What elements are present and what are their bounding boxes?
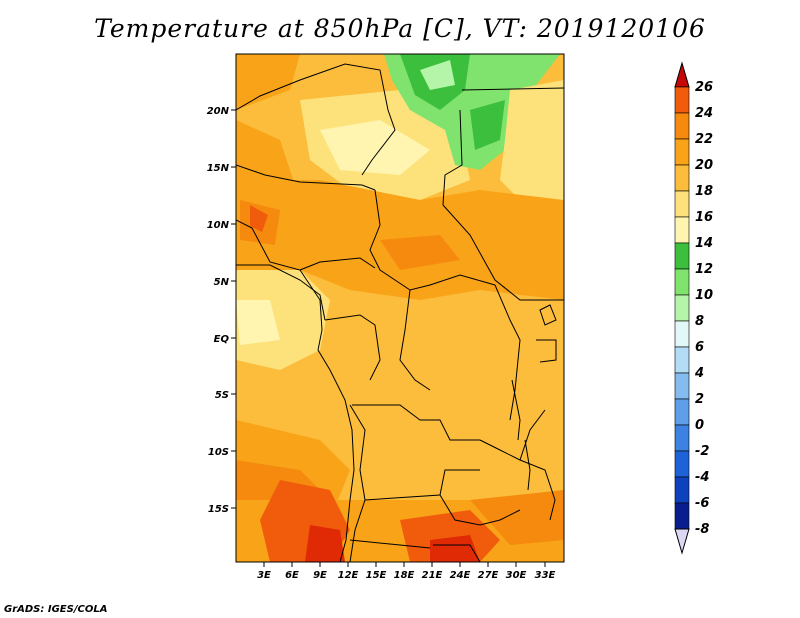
colorbar-label: 8 bbox=[695, 314, 704, 329]
colorbar-swatch bbox=[674, 450, 690, 478]
colorbar-label: 18 bbox=[695, 184, 713, 199]
colorbar-label: 0 bbox=[695, 418, 704, 433]
colorbar-label: 10 bbox=[695, 288, 713, 303]
colorbar-label: 16 bbox=[695, 210, 713, 225]
colorbar-swatch bbox=[674, 112, 690, 140]
colorbar-bottom-arrow bbox=[674, 528, 690, 555]
colorbar-swatch bbox=[674, 398, 690, 426]
colorbar-label: 6 bbox=[695, 340, 704, 355]
colorbar-label: -6 bbox=[695, 496, 709, 511]
lon-label: 30E bbox=[506, 570, 527, 581]
colorbar-swatch bbox=[674, 138, 690, 166]
lon-label: 33E bbox=[535, 570, 556, 581]
colorbar-label: 14 bbox=[695, 236, 713, 251]
lat-axis bbox=[231, 109, 236, 509]
lon-label: 3E bbox=[257, 570, 271, 581]
lon-label: 12E bbox=[338, 570, 359, 581]
colorbar-swatch bbox=[674, 190, 690, 218]
country-borders bbox=[236, 63, 564, 562]
lat-label: 10S bbox=[208, 447, 229, 458]
colorbar-swatch bbox=[674, 294, 690, 322]
colorbar-swatch bbox=[674, 424, 690, 452]
coastline bbox=[236, 219, 355, 562]
colorbar-swatch bbox=[674, 268, 690, 296]
lat-label: 5S bbox=[215, 390, 229, 401]
colorbar-label: 26 bbox=[695, 80, 713, 95]
lon-label: 9E bbox=[313, 570, 327, 581]
lon-label: 6E bbox=[285, 570, 299, 581]
lon-label: 15E bbox=[366, 570, 387, 581]
lat-label: 5N bbox=[214, 277, 230, 288]
colorbar-swatch bbox=[674, 164, 690, 192]
temperature-field bbox=[236, 54, 564, 562]
colorbar-label: 22 bbox=[695, 132, 713, 147]
colorbar-swatch bbox=[674, 242, 690, 270]
colorbar-label: 12 bbox=[695, 262, 713, 277]
map-title: Temperature at 850hPa [C], VT: 201912010… bbox=[94, 14, 706, 43]
colorbar-swatch bbox=[674, 372, 690, 400]
lat-label: 15S bbox=[208, 504, 229, 515]
colorbar-label: 20 bbox=[695, 158, 713, 173]
colorbar-top-arrow bbox=[674, 61, 690, 88]
colorbar-swatch bbox=[674, 346, 690, 374]
lon-label: 24E bbox=[450, 570, 471, 581]
lat-label: 10N bbox=[207, 220, 230, 231]
grads-credit: GrADS: IGES/COLA bbox=[4, 604, 108, 615]
lakes bbox=[511, 304, 557, 491]
lon-label: 18E bbox=[394, 570, 415, 581]
colorbar-label: -4 bbox=[695, 470, 709, 485]
colorbar-label: -8 bbox=[695, 522, 709, 537]
colorbar-swatch bbox=[674, 86, 690, 114]
lon-axis bbox=[263, 562, 546, 567]
lat-label: 15N bbox=[207, 163, 230, 174]
colorbar-swatch bbox=[674, 320, 690, 348]
colorbar-label: 24 bbox=[695, 106, 713, 121]
lon-label: 27E bbox=[478, 570, 499, 581]
colorbar-label: -2 bbox=[695, 444, 709, 459]
lat-label: 20N bbox=[207, 106, 230, 117]
colorbar-label: 2 bbox=[695, 392, 704, 407]
lon-label: 21E bbox=[422, 570, 443, 581]
map-frame bbox=[235, 53, 565, 563]
colorbar-swatch bbox=[674, 476, 690, 504]
colorbar-swatch bbox=[674, 216, 690, 244]
colorbar-label: 4 bbox=[694, 366, 704, 381]
lat-label: EQ bbox=[214, 334, 230, 345]
colorbar-swatch bbox=[674, 502, 690, 530]
